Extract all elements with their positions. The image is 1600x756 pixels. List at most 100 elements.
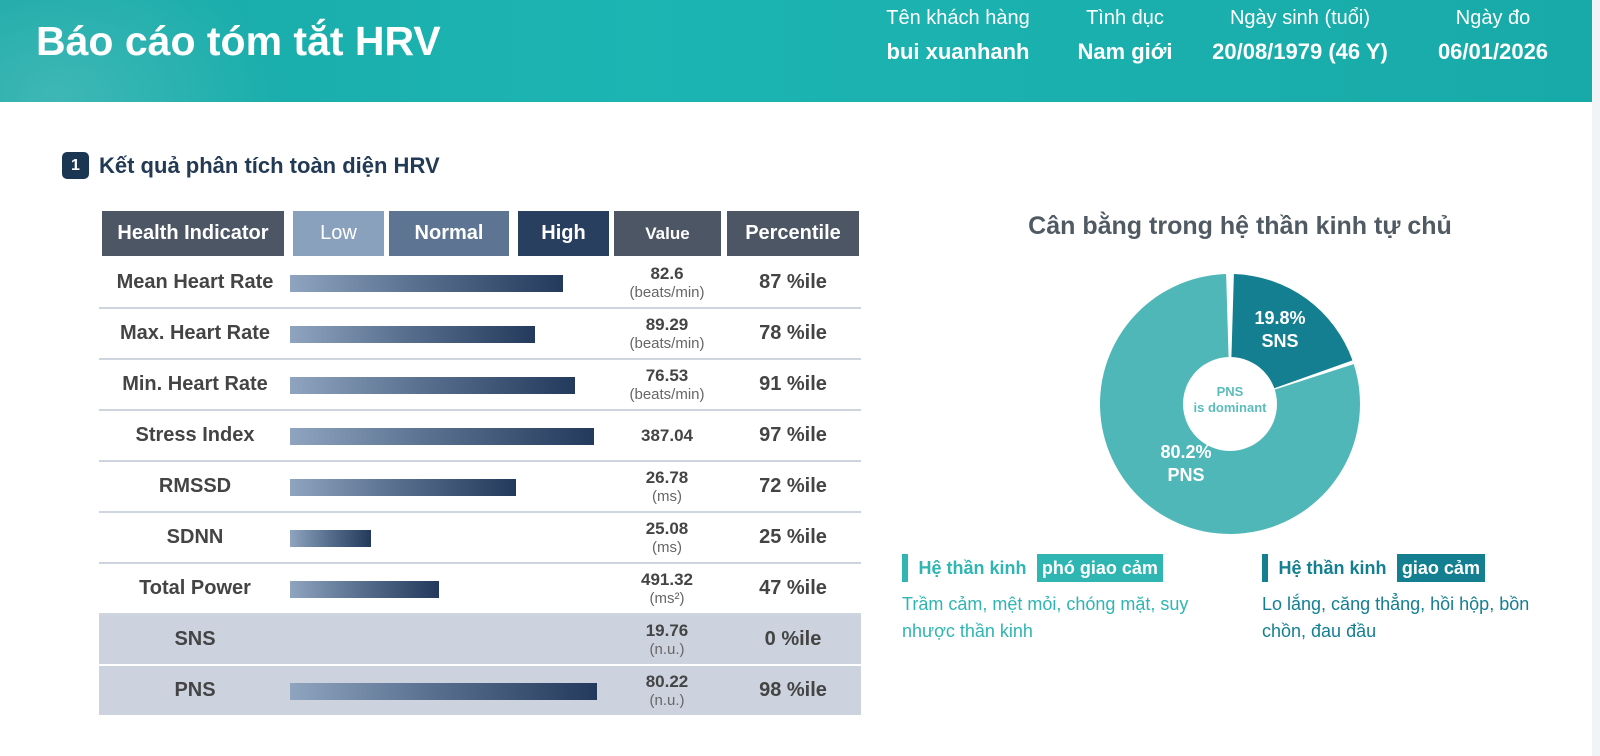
table-row: Mean Heart Rate 82.6 (beats/min) 87 %ile	[99, 258, 861, 309]
indicator-percentile: 25 %ile	[759, 526, 827, 548]
page-edge	[1592, 0, 1600, 756]
sns-slice-label: SNS	[1261, 331, 1298, 351]
birthdate-field: Ngày sinh (tuổi) 20/08/1979 (46 Y)	[1200, 6, 1400, 66]
legend-sympathetic: Hệ thần kinh giao cảm	[1262, 554, 1485, 582]
header-high: High	[518, 211, 609, 256]
indicator-value: 89.29	[645, 314, 689, 334]
indicator-value-cell: 82.6 (beats/min)	[611, 258, 723, 307]
table-row: Stress Index 387.04 97 %ile	[99, 411, 861, 462]
indicator-percentile: 78 %ile	[759, 322, 827, 344]
indicator-unit: (beats/min)	[629, 334, 705, 352]
birthdate-label: Ngày sinh (tuổi)	[1229, 7, 1371, 29]
indicator-unit: (ms)	[652, 538, 682, 556]
indicator-name: Stress Index	[135, 424, 255, 446]
table-row: SDNN 25.08 (ms) 25 %ile	[99, 513, 861, 564]
gender-label: Tình dục	[1086, 7, 1164, 29]
indicator-unit: (n.u.)	[649, 640, 685, 658]
measure-date-label: Ngày đo	[1455, 7, 1531, 29]
header-normal: Normal	[389, 211, 509, 256]
gender-field: Tình dục Nam giới	[1070, 6, 1180, 66]
level-bar	[290, 530, 371, 547]
pie-center-hole	[1183, 357, 1277, 451]
balance-title: Cân bằng trong hệ thần kinh tự chủ	[1028, 212, 1452, 240]
gender-value: Nam giới	[1077, 39, 1173, 64]
header-health-indicator: Health Indicator	[102, 211, 284, 256]
parasympathetic-description: Trầm cảm, mệt mỏi, chóng mặt, suy nhược …	[902, 594, 1189, 641]
indicator-value: 26.78	[645, 467, 689, 487]
indicator-value-cell: 25.08 (ms)	[611, 513, 723, 562]
indicator-value-cell: 80.22 (n.u.)	[611, 666, 723, 715]
legend-tag: phó giao cảm	[1036, 554, 1163, 582]
indicator-name: Min. Heart Rate	[122, 373, 268, 395]
report-title: Báo cáo tóm tắt HRV	[36, 18, 441, 64]
indicator-name: Total Power	[139, 577, 251, 599]
indicator-name: SNS	[174, 628, 216, 650]
level-bar	[290, 275, 563, 292]
indicator-unit: (beats/min)	[629, 385, 705, 403]
indicator-value-cell: 19.76 (n.u.)	[611, 615, 723, 664]
table-row: PNS 80.22 (n.u.) 98 %ile	[99, 666, 861, 717]
sympathetic-description: Lo lắng, căng thẳng, hồi hộp, bồn chồn, …	[1262, 594, 1530, 641]
table-row: RMSSD 26.78 (ms) 72 %ile	[99, 462, 861, 513]
indicator-value: 82.6	[650, 263, 684, 283]
birthdate-value: 20/08/1979 (46 Y)	[1212, 39, 1388, 64]
pns-slice-label: PNS	[1167, 465, 1204, 485]
measure-date-value: 06/01/2026	[1437, 39, 1549, 64]
indicator-name: SDNN	[166, 526, 224, 548]
indicator-percentile: 98 %ile	[759, 679, 827, 701]
level-bar	[290, 581, 439, 598]
indicator-value: 80.22	[645, 671, 689, 691]
section-number-badge: 1	[62, 152, 89, 179]
indicator-percentile: 0 %ile	[764, 628, 822, 650]
indicator-value-cell: 26.78 (ms)	[611, 462, 723, 511]
level-bar	[290, 479, 516, 496]
indicator-unit: (ms)	[652, 487, 682, 505]
indicator-unit: (beats/min)	[629, 283, 705, 301]
indicator-value: 19.76	[645, 620, 689, 640]
table-row: Min. Heart Rate 76.53 (beats/min) 91 %il…	[99, 360, 861, 411]
level-bar	[290, 683, 597, 700]
indicator-name: PNS	[174, 679, 216, 701]
indicator-unit: (n.u.)	[649, 691, 685, 709]
indicator-value: 76.53	[645, 365, 689, 385]
customer-name-value: bui xuanhanh	[886, 39, 1030, 64]
sns-percent-label: 19.8%	[1254, 308, 1305, 328]
indicator-value-cell: 491.32 (ms²)	[611, 564, 723, 613]
indicator-percentile: 91 %ile	[759, 373, 827, 395]
indicator-value-cell: 387.04	[611, 411, 723, 460]
table-row: Max. Heart Rate 89.29 (beats/min) 78 %il…	[99, 309, 861, 360]
indicator-name: RMSSD	[158, 475, 232, 497]
legend-tag: giao cảm	[1396, 554, 1485, 582]
balance-pie-chart: PNS is dominant 19.8% SNS 80.2% PNS	[1100, 274, 1360, 534]
pns-percent-label: 80.2%	[1160, 442, 1211, 462]
header-percentile: Percentile	[727, 211, 859, 256]
customer-name-field: Tên khách hàng bui xuanhanh	[883, 6, 1033, 66]
legend-prefix: Hệ thần kinh	[1278, 557, 1387, 578]
indicator-value: 387.04	[641, 425, 693, 445]
customer-name-label: Tên khách hàng	[886, 7, 1030, 29]
report-header: Báo cáo tóm tắt HRV Tên khách hàng bui x…	[0, 0, 1592, 102]
table-row: Total Power 491.32 (ms²) 47 %ile	[99, 564, 861, 615]
header-low: Low	[293, 211, 384, 256]
center-label-line2: is dominant	[1194, 400, 1268, 415]
level-bar	[290, 428, 594, 445]
indicator-unit: (ms²)	[649, 589, 685, 607]
legend-parasympathetic: Hệ thần kinh phó giao cảm	[902, 554, 1163, 582]
indicator-value-cell: 76.53 (beats/min)	[611, 360, 723, 409]
indicator-percentile: 87 %ile	[759, 271, 827, 293]
center-label-line1: PNS	[1217, 384, 1244, 399]
indicator-value-cell: 89.29 (beats/min)	[611, 309, 723, 358]
indicator-value: 491.32	[641, 569, 693, 589]
indicator-percentile: 47 %ile	[759, 577, 827, 599]
level-bar	[290, 377, 575, 394]
table-row: SNS 19.76 (n.u.) 0 %ile	[99, 615, 861, 666]
indicator-value: 25.08	[645, 518, 689, 538]
indicator-percentile: 97 %ile	[759, 424, 827, 446]
legend-color-marker	[1262, 554, 1268, 582]
measure-date-field: Ngày đo 06/01/2026	[1428, 6, 1558, 66]
level-bar	[290, 326, 535, 343]
indicator-name: Mean Heart Rate	[116, 271, 274, 293]
header-value: Value	[614, 211, 721, 256]
section-title: Kết quả phân tích toàn diện HRV	[99, 153, 440, 178]
indicator-name: Max. Heart Rate	[119, 322, 271, 344]
